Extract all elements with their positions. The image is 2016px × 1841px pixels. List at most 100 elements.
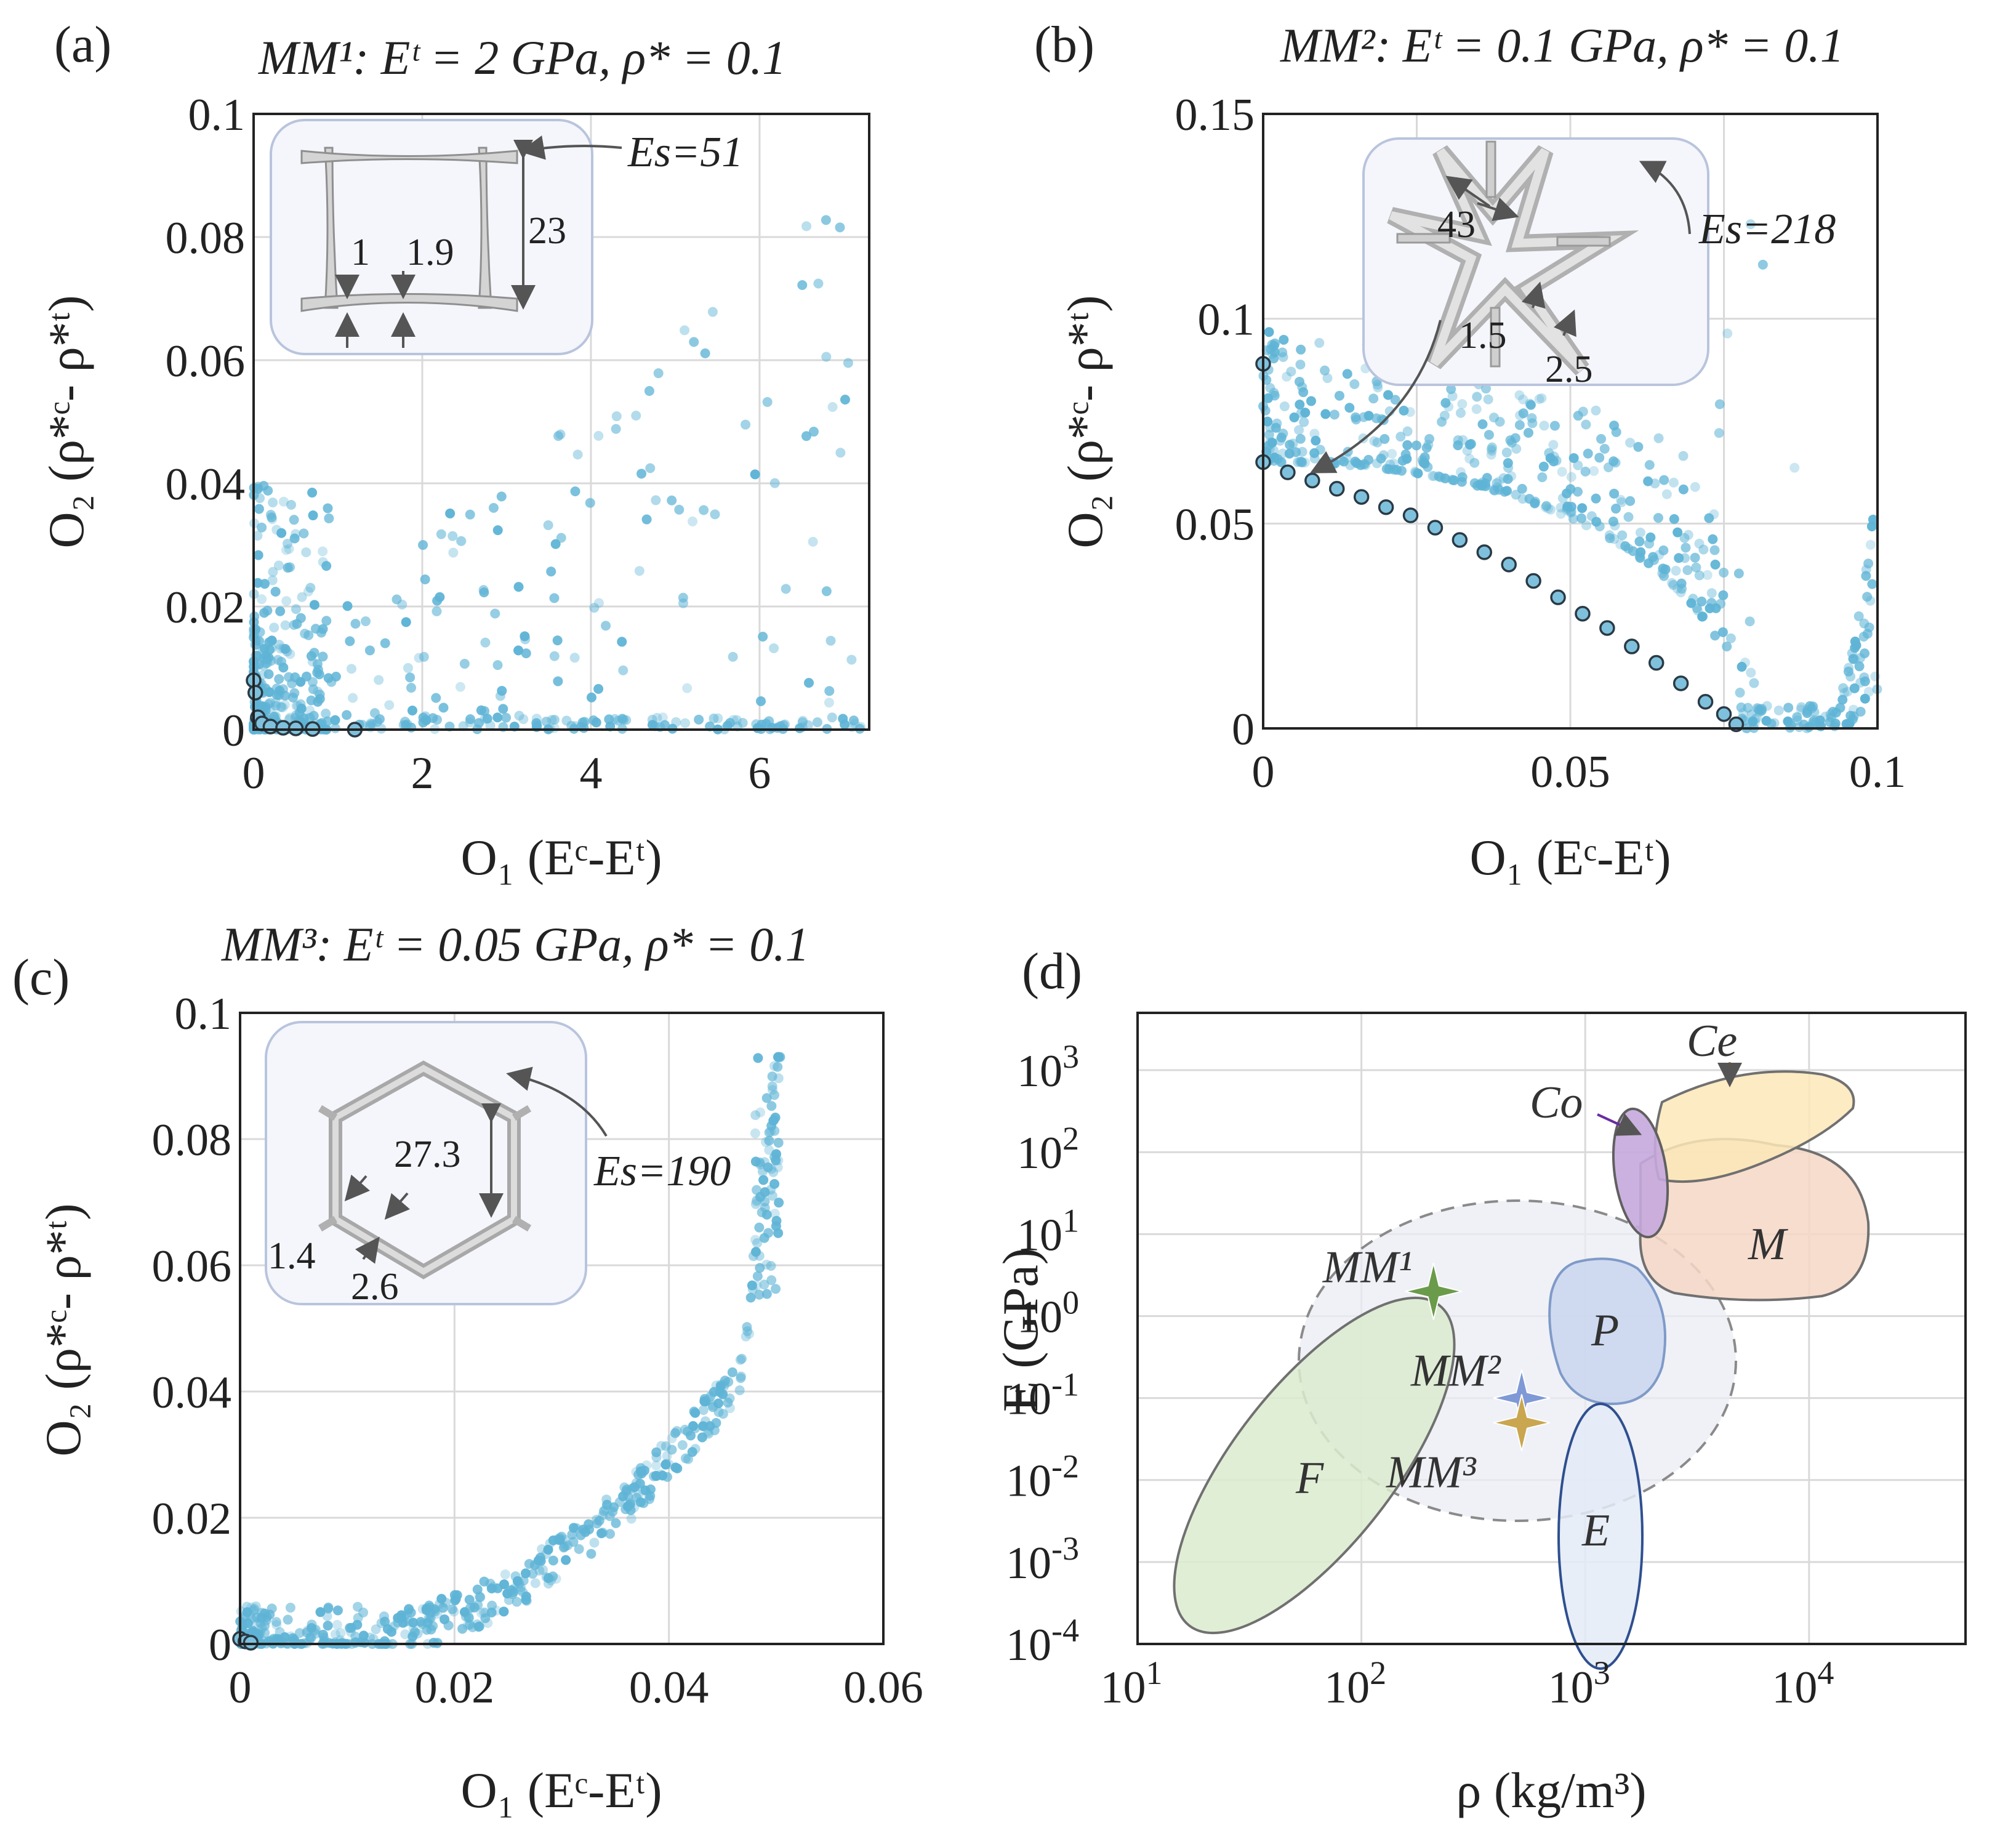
scatter-point	[323, 1621, 333, 1631]
scatter-point	[644, 385, 654, 396]
scatter-point	[1424, 433, 1434, 444]
inset-a-dim-23: 23	[528, 210, 566, 252]
scatter-point	[342, 601, 353, 611]
y-tick-label: 0	[209, 1620, 231, 1670]
scatter-point	[1577, 503, 1588, 514]
scatter-point	[1368, 393, 1379, 404]
scatter-point	[1719, 567, 1729, 578]
scatter-point	[1745, 616, 1755, 627]
panel-c-ylabel: O₂ (ρ*ᶜ- ρ*ᵗ)	[35, 1203, 91, 1456]
scatter-point	[1428, 471, 1438, 481]
scatter-point	[1477, 419, 1488, 429]
es-arrow-c	[506, 1066, 608, 1137]
scatter-point	[661, 1441, 671, 1451]
scatter-point	[694, 714, 704, 725]
scatter-point	[251, 624, 261, 635]
scatter-point	[674, 504, 685, 515]
scatter-point	[310, 1629, 321, 1639]
scatter-point	[1583, 448, 1593, 459]
scatter-point	[1679, 533, 1690, 543]
x-tick-label: 101	[1101, 1654, 1163, 1713]
scatter-point	[682, 683, 693, 693]
scatter-point	[1480, 478, 1491, 489]
scatter-point	[1861, 571, 1871, 581]
region-label-ceramics: Ce	[1687, 1016, 1737, 1066]
scatter-point	[1705, 603, 1715, 614]
scatter-point	[808, 427, 819, 437]
scatter-point	[750, 469, 760, 480]
scatter-point	[518, 714, 529, 724]
pareto-point	[1673, 675, 1689, 691]
scatter-point	[506, 1585, 516, 1595]
scatter-point	[257, 522, 267, 533]
scatter-point	[1501, 447, 1512, 457]
y-tick-label: 0.04	[152, 1368, 232, 1418]
scatter-point	[727, 1367, 737, 1377]
scatter-point	[1708, 534, 1718, 544]
scatter-point	[488, 502, 499, 513]
scatter-point	[804, 678, 814, 688]
scatter-point	[1285, 440, 1295, 450]
scatter-point	[543, 1544, 553, 1555]
scatter-point	[384, 700, 395, 711]
x-tick-label: 0.06	[843, 1662, 923, 1713]
scatter-point	[755, 1107, 766, 1118]
scatter-point	[825, 635, 836, 646]
region-polymers	[1548, 1257, 1666, 1406]
pareto-point	[1648, 655, 1665, 671]
scatter-point	[1263, 416, 1273, 427]
scatter-point	[766, 1260, 776, 1271]
scatter-point	[514, 711, 524, 721]
y-tick-label: 100	[1017, 1284, 1079, 1342]
panel-a: (a) MM¹: Eᵗ = 2 GPa, ρ* = 0.1 0 2 4 600.020…	[38, 16, 870, 885]
scatter-point	[617, 637, 627, 647]
scatter-point	[1523, 427, 1533, 438]
scatter-point	[797, 280, 808, 290]
dim-arrow-2-6	[355, 1236, 380, 1264]
scatter-point	[1692, 605, 1703, 616]
scatter-point	[1320, 409, 1331, 419]
scatter-point	[307, 677, 318, 687]
scatter-point	[1578, 406, 1588, 417]
scatter-point	[1278, 429, 1288, 439]
panel-d-ticks: 101 102 103 104 103 102 101 100 10-1 10-2 10-3 10-4	[1006, 1038, 1834, 1713]
scatter-point	[492, 712, 503, 723]
scatter-point	[1610, 457, 1621, 468]
scatter-point	[1644, 460, 1655, 470]
scatter-point	[292, 701, 303, 711]
scatter-point	[1867, 579, 1877, 589]
scatter-point	[1604, 530, 1615, 541]
hexagon-cell-icon	[318, 1060, 532, 1279]
scatter-point	[1576, 513, 1587, 523]
scatter-point	[420, 574, 430, 584]
scatter-point	[312, 667, 323, 678]
scatter-point	[1589, 465, 1599, 476]
scatter-point	[698, 1405, 709, 1416]
scatter-point	[1860, 693, 1870, 704]
scatter-point	[609, 1502, 619, 1512]
scatter-point	[541, 716, 552, 727]
scatter-point	[1866, 521, 1877, 531]
scatter-point	[482, 714, 492, 724]
scatter-point	[558, 1542, 569, 1553]
scatter-point	[1580, 466, 1591, 477]
scatter-point	[1557, 493, 1568, 504]
scatter-point	[350, 619, 361, 629]
scatter-point	[1457, 472, 1468, 482]
scatter-point	[301, 547, 311, 557]
scatter-point	[549, 651, 560, 661]
scatter-point	[761, 1209, 772, 1220]
scatter-point	[651, 1447, 662, 1457]
scatter-point	[1725, 633, 1736, 643]
scatter-point	[677, 1440, 688, 1450]
scatter-point	[640, 1485, 651, 1496]
scatter-point	[611, 1518, 621, 1528]
y-tick-label: 0.1	[1198, 295, 1255, 345]
scatter-point	[1648, 552, 1658, 562]
scatter-point	[1740, 658, 1750, 668]
scatter-point	[769, 1090, 779, 1100]
scatter-point	[651, 1470, 661, 1481]
scatter-point	[771, 1215, 782, 1226]
scatter-point	[294, 1628, 305, 1638]
scatter-point	[773, 1162, 783, 1172]
